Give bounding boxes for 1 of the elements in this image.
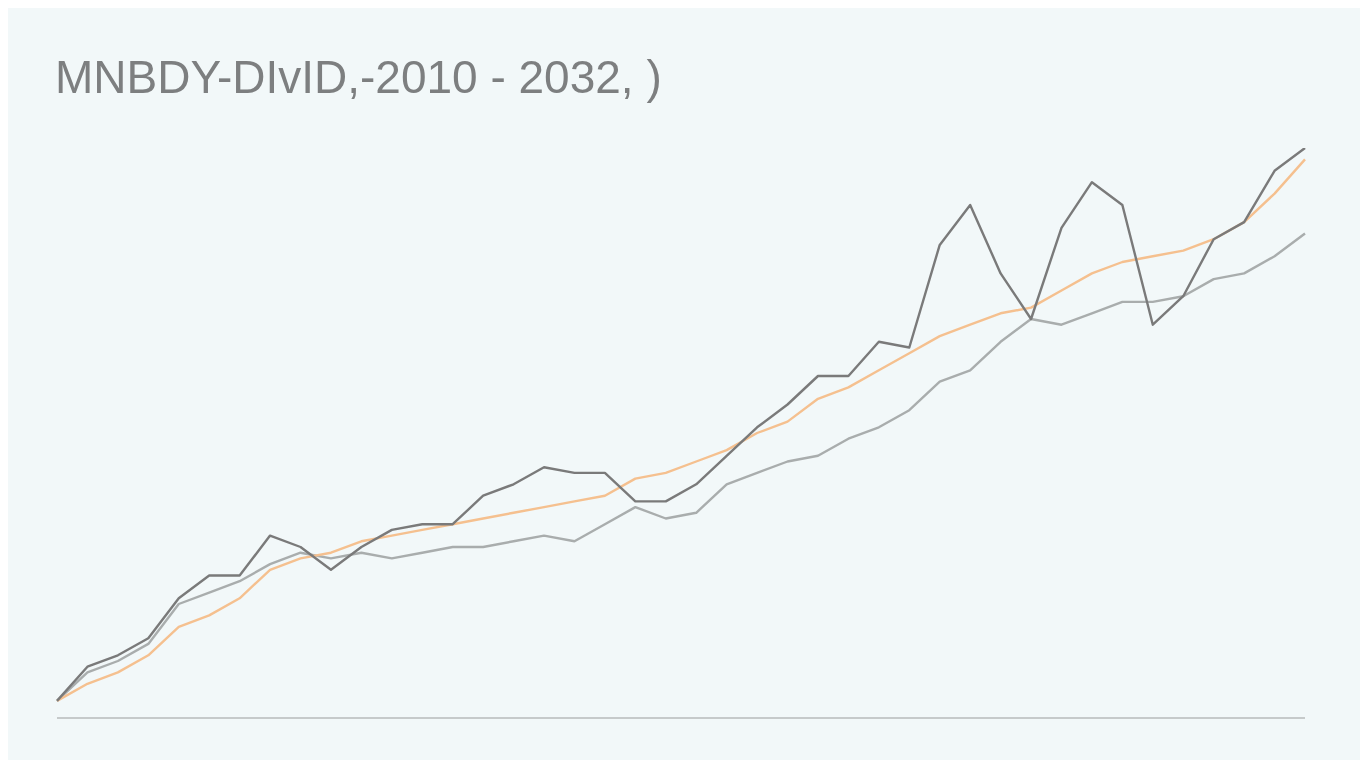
chart-title: MNBDY-DIvID,-2010 - 2032, ) <box>55 50 662 104</box>
